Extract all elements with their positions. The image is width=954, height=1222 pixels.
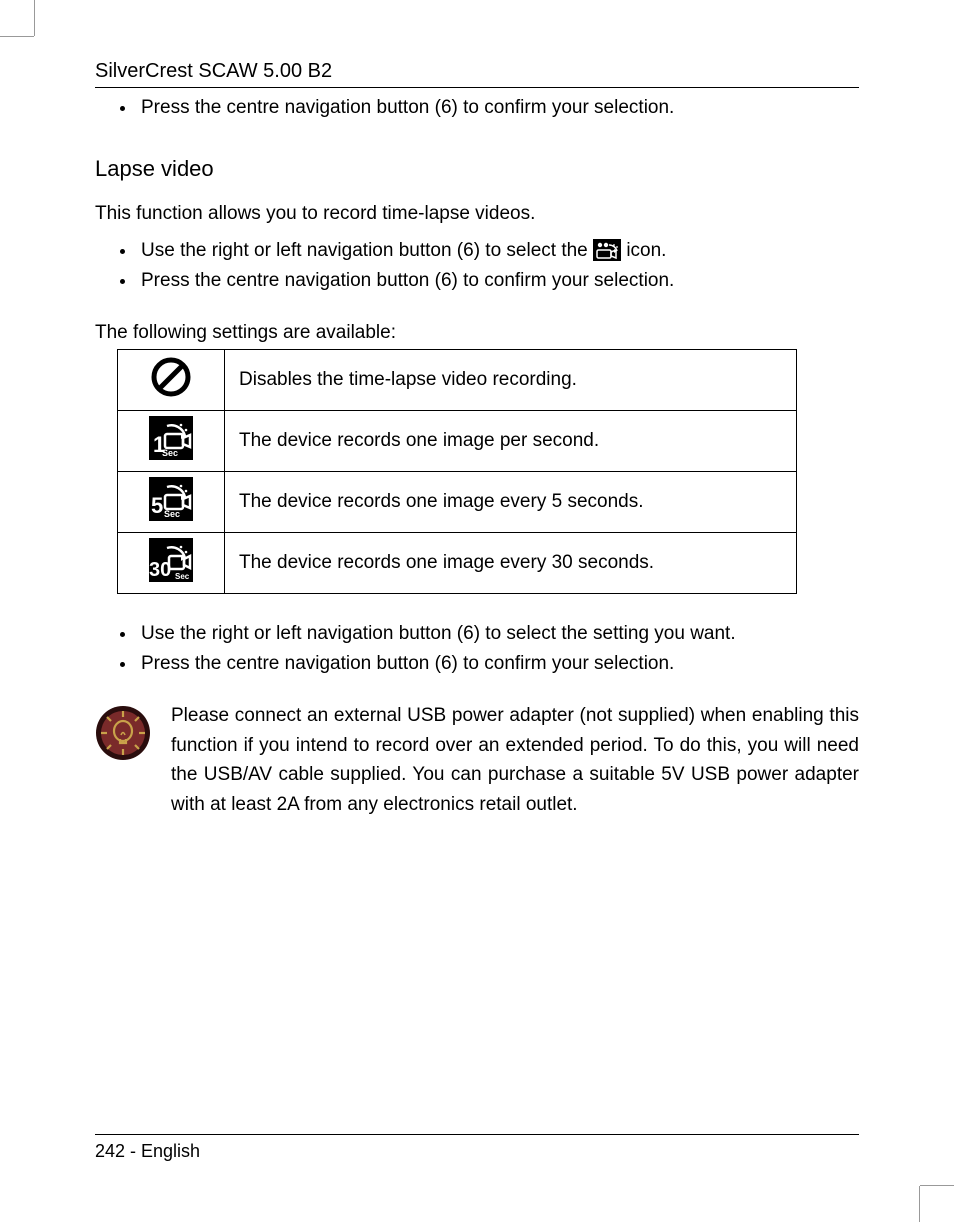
svg-text:30: 30 (149, 559, 171, 581)
bullet-text: Press the centre navigation button (6) t… (141, 653, 674, 674)
post-bullet-list: Use the right or left navigation button … (95, 620, 859, 677)
crop-mark (34, 0, 35, 36)
bullet-text: Press the centre navigation button (6) t… (141, 270, 674, 291)
bullet-text-prefix: Use the right or left navigation button … (141, 240, 593, 261)
section-heading: Lapse video (95, 156, 859, 182)
icon-cell: 5 Sec (118, 472, 225, 533)
svg-text:Sec: Sec (162, 448, 178, 458)
list-item: Use the right or left navigation button … (137, 620, 859, 648)
crop-mark (920, 1185, 954, 1186)
page-header: SilverCrest SCAW 5.00 B2 (95, 60, 859, 88)
bullet-text-suffix: icon. (626, 240, 666, 261)
disable-icon (149, 355, 193, 399)
lightbulb-tip-icon (95, 705, 151, 761)
crop-mark (0, 36, 34, 37)
note-text: Please connect an external USB power ada… (171, 701, 859, 819)
section-bullet-list: Use the right or left navigation button … (95, 237, 859, 294)
table-row: 30 Sec The device records one image ever… (118, 533, 797, 594)
page: SilverCrest SCAW 5.00 B2 Press the centr… (0, 0, 954, 1222)
list-item: Press the centre navigation button (6) t… (137, 650, 859, 678)
desc-cell: Disables the time-lapse video recording. (225, 350, 797, 411)
bullet-text: Press the centre navigation button (6) t… (141, 97, 674, 118)
svg-text:Sec: Sec (175, 572, 190, 581)
desc-text: Disables the time-lapse video recording. (239, 369, 577, 390)
table-row: 1 Sec The device records one image per s… (118, 411, 797, 472)
list-item: Press the centre navigation button (6) t… (137, 267, 859, 295)
desc-cell: The device records one image every 5 sec… (225, 472, 797, 533)
desc-text: The device records one image every 30 se… (239, 552, 654, 573)
svg-text:Sec: Sec (164, 509, 180, 519)
svg-text:5: 5 (151, 493, 163, 518)
list-item: Use the right or left navigation button … (137, 237, 859, 265)
icon-cell: 1 Sec (118, 411, 225, 472)
note-block: Please connect an external USB power ada… (95, 701, 859, 819)
section-intro: This function allows you to record time-… (95, 200, 859, 228)
desc-text: The device records one image per second. (239, 430, 599, 451)
lapse-30sec-icon: 30 Sec (149, 538, 193, 582)
table-intro: The following settings are available: (95, 322, 859, 344)
settings-table: Disables the time-lapse video recording.… (117, 349, 797, 594)
bullet-text: Use the right or left navigation button … (141, 623, 736, 644)
header-title: SilverCrest SCAW 5.00 B2 (95, 60, 332, 82)
icon-cell: 30 Sec (118, 533, 225, 594)
lapse-inline-icon (593, 239, 621, 261)
table-row: Disables the time-lapse video recording. (118, 350, 797, 411)
page-footer: 242 - English (95, 1134, 859, 1162)
top-bullet-list: Press the centre navigation button (6) t… (95, 94, 859, 122)
lapse-1sec-icon: 1 Sec (149, 416, 193, 460)
crop-mark (919, 1186, 920, 1222)
desc-cell: The device records one image every 30 se… (225, 533, 797, 594)
lapse-5sec-icon: 5 Sec (149, 477, 193, 521)
list-item: Press the centre navigation button (6) t… (137, 94, 859, 122)
desc-cell: The device records one image per second. (225, 411, 797, 472)
footer-text: 242 - English (95, 1141, 200, 1161)
table-row: 5 Sec The device records one image every… (118, 472, 797, 533)
desc-text: The device records one image every 5 sec… (239, 491, 644, 512)
icon-cell (118, 350, 225, 411)
